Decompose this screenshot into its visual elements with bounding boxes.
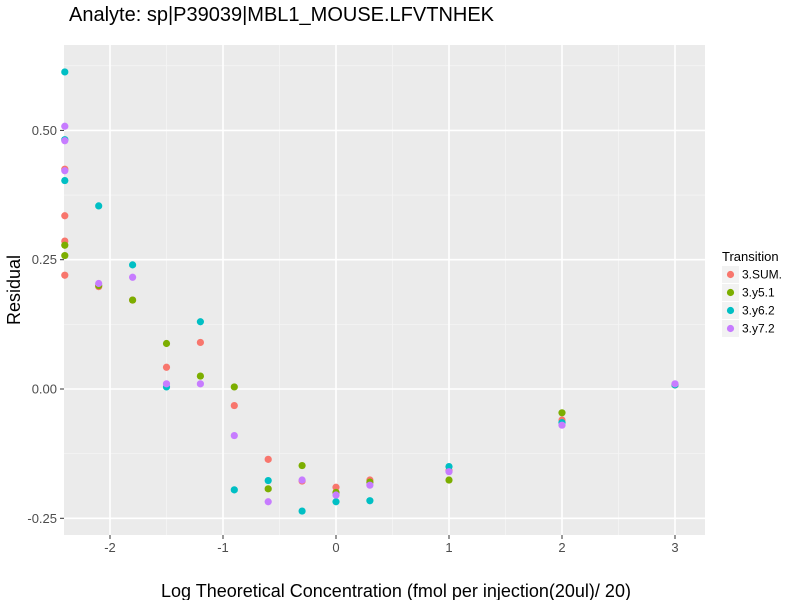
y-tick-label: 0.25	[32, 252, 57, 267]
legend-title: Transition	[722, 249, 779, 264]
point-3-y6-2	[196, 318, 204, 326]
y-tick-label: 0.50	[32, 123, 57, 138]
legend-label-3-y5-1: 3.y5.1	[742, 286, 775, 300]
legend-label-3-y6-2: 3.y6.2	[742, 304, 775, 318]
point-3-y5-1	[162, 339, 171, 348]
point-3-sum	[162, 363, 171, 371]
point-3-y7-2	[61, 167, 69, 175]
point-3-sum	[332, 483, 340, 491]
point-3-y7-2	[671, 380, 679, 388]
legend-swatch-3-y6-2	[726, 306, 735, 315]
point-3-y6-2	[95, 202, 103, 210]
y-tick-label: -0.25	[27, 511, 57, 526]
point-3-y7-2	[298, 476, 306, 484]
legend-swatch-3-y7-2	[726, 324, 735, 333]
point-3-y6-2	[332, 498, 340, 506]
point-3-sum	[264, 455, 272, 463]
point-3-y7-2	[61, 122, 69, 130]
major-gridlines	[64, 45, 705, 535]
point-3-y7-2	[230, 431, 238, 440]
point-3-y5-1	[558, 409, 566, 417]
point-3-y7-2	[162, 380, 171, 388]
point-3-y6-2	[298, 507, 306, 515]
point-3-sum	[230, 401, 238, 410]
x-tick-label: 1	[445, 540, 452, 555]
point-3-y6-2	[366, 497, 374, 505]
x-tick-label: 0	[332, 540, 339, 555]
point-3-y7-2	[129, 273, 137, 281]
plot-panel	[64, 45, 705, 535]
x-axis: -2 -1 0 1 2 3	[104, 535, 679, 555]
point-3-y5-1	[61, 251, 69, 260]
point-3-y5-1	[264, 485, 272, 493]
legend: Transition 3.SUM. 3.y5.1 3.y6.2 3.y7.2	[722, 249, 782, 337]
point-3-y6-2	[61, 68, 69, 76]
x-tick-label: 3	[671, 540, 678, 555]
legend-swatch-3-y5-1	[726, 288, 735, 297]
point-3-y7-2	[61, 137, 69, 145]
legend-swatch-3-sum	[726, 270, 735, 279]
point-3-y5-1	[445, 476, 453, 484]
point-3-y5-1	[196, 372, 204, 380]
point-3-y7-2	[196, 380, 204, 388]
y-axis: -0.25 0.00 0.25 0.50	[27, 123, 64, 526]
x-tick-label: 2	[558, 540, 565, 555]
legend-items: 3.SUM. 3.y5.1 3.y6.2 3.y7.2	[722, 266, 782, 337]
point-3-y7-2	[366, 481, 374, 489]
data-points	[61, 68, 679, 515]
point-3-y5-1	[61, 241, 69, 249]
chart-title: Analyte: sp|P39039|MBL1_MOUSE.LFVTNHEK	[69, 4, 495, 26]
point-3-y6-2	[264, 476, 272, 485]
point-3-y6-2	[129, 261, 137, 269]
point-3-y7-2	[332, 491, 340, 499]
point-3-y7-2	[264, 498, 272, 506]
point-3-y7-2	[445, 468, 453, 476]
point-3-sum	[61, 212, 69, 220]
point-3-y7-2	[95, 279, 103, 288]
point-3-y6-2	[61, 176, 69, 185]
x-tick-label: -1	[217, 540, 229, 555]
point-3-y5-1	[230, 383, 238, 391]
legend-label-3-y7-2: 3.y7.2	[742, 322, 775, 336]
point-3-y6-2	[230, 486, 238, 494]
x-axis-title: Log Theoretical Concentration (fmol per …	[161, 581, 631, 600]
point-3-y6-2	[445, 462, 453, 471]
point-3-y7-2	[558, 421, 566, 429]
point-3-sum	[196, 338, 204, 347]
point-3-y5-1	[129, 296, 137, 304]
point-3-y5-1	[298, 461, 306, 470]
y-tick-label: 0.00	[32, 382, 57, 397]
legend-label-3-sum: 3.SUM.	[742, 268, 782, 282]
minor-gridlines	[64, 45, 705, 535]
y-axis-title: Residual	[4, 255, 24, 325]
x-tick-label: -2	[104, 540, 116, 555]
point-3-sum	[61, 271, 69, 279]
